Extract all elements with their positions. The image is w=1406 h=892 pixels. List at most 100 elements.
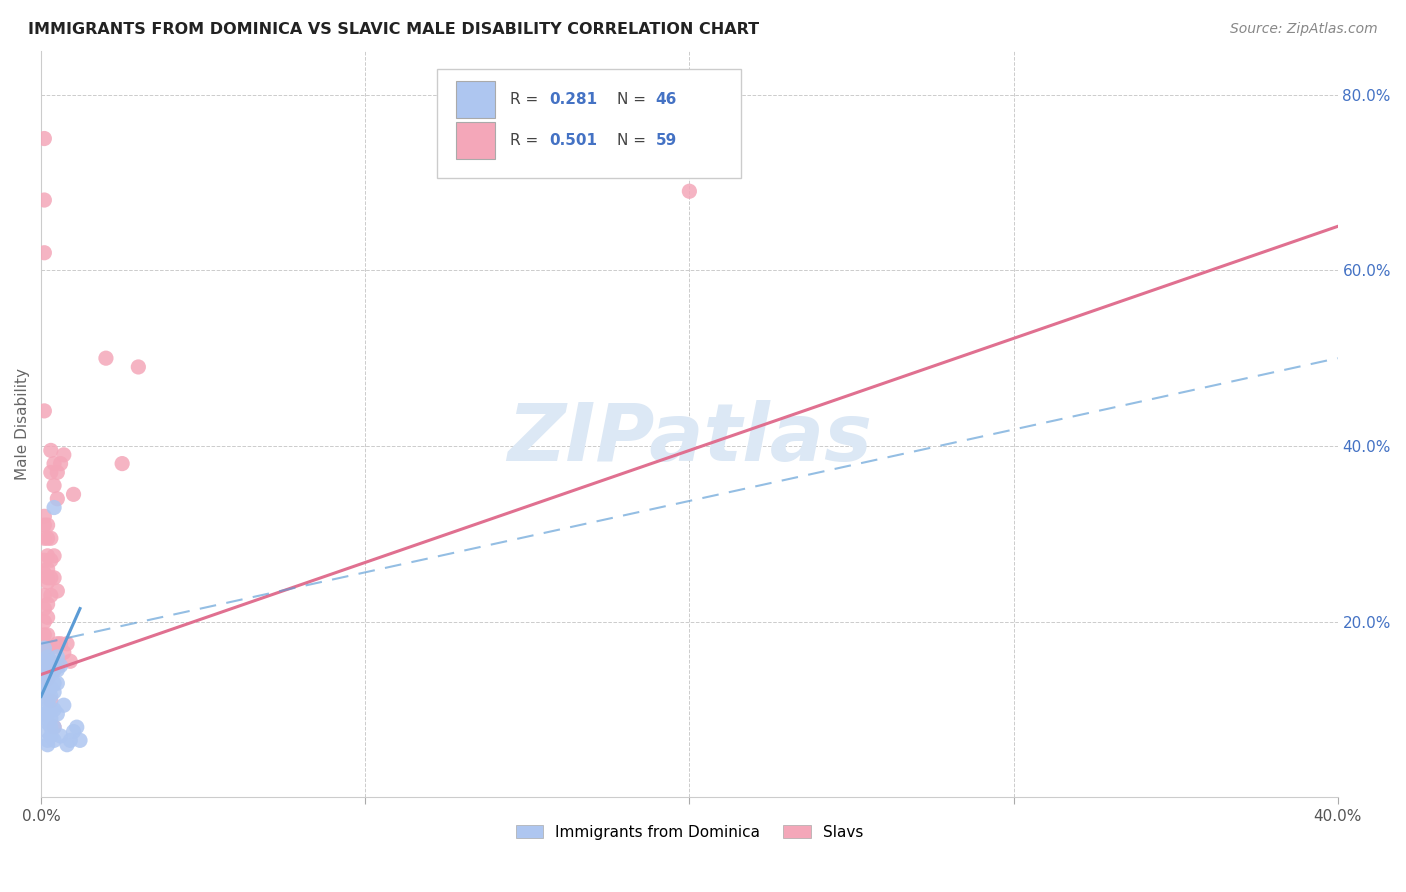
Point (46, 676, 69, 690)
Point (59, 733, 82, 747)
Point (34, 654, 56, 668)
Point (127, 359, 149, 374)
Point (39, 553, 62, 567)
Text: Source: ZipAtlas.com: Source: ZipAtlas.com (1230, 22, 1378, 37)
Text: N =: N = (617, 92, 651, 107)
Point (37, 672, 59, 686)
Point (39, 711, 62, 725)
Point (42, 549, 65, 563)
Point (39, 720, 62, 734)
Point (42, 676, 65, 690)
Point (39, 641, 62, 656)
Point (37, 562, 59, 576)
Point (34, 628, 56, 642)
Text: R =: R = (510, 92, 544, 107)
Point (34, 711, 56, 725)
Point (34, 676, 56, 690)
Point (37, 738, 59, 752)
Point (34, 685, 56, 699)
Point (34, 641, 56, 656)
Point (62, 487, 84, 501)
Point (34, 245, 56, 260)
Point (39, 681, 62, 695)
Point (34, 667, 56, 681)
Point (39, 654, 62, 668)
Point (37, 597, 59, 611)
Point (39, 531, 62, 545)
Point (37, 694, 59, 708)
Point (66, 720, 89, 734)
Point (46, 663, 69, 677)
Point (42, 457, 65, 471)
Point (34, 531, 56, 545)
Point (34, 615, 56, 629)
Point (42, 663, 65, 677)
FancyBboxPatch shape (456, 121, 495, 159)
Point (46, 491, 69, 506)
Point (37, 715, 59, 730)
Point (39, 694, 62, 708)
Point (46, 649, 69, 664)
Point (49, 637, 72, 651)
Point (42, 733, 65, 747)
Point (39, 667, 62, 681)
Point (42, 571, 65, 585)
Point (62, 724, 84, 739)
Point (39, 729, 62, 743)
Legend: Immigrants from Dominica, Slavs: Immigrants from Dominica, Slavs (509, 819, 869, 846)
Point (37, 641, 59, 656)
Text: 59: 59 (655, 133, 676, 148)
Point (42, 720, 65, 734)
Point (39, 703, 62, 717)
Point (39, 690, 62, 704)
Point (52, 448, 75, 462)
Point (34, 588, 56, 602)
Point (39, 654, 62, 668)
Point (49, 658, 72, 673)
Point (42, 703, 65, 717)
Text: 0.281: 0.281 (550, 92, 598, 107)
Point (46, 584, 69, 599)
Point (37, 649, 59, 664)
Point (34, 509, 56, 524)
FancyBboxPatch shape (456, 80, 495, 118)
Point (46, 466, 69, 480)
Point (34, 193, 56, 207)
Point (39, 571, 62, 585)
Point (37, 724, 59, 739)
Point (42, 663, 65, 677)
Point (34, 518, 56, 533)
Point (42, 500, 65, 515)
Point (34, 641, 56, 656)
Text: ZIPatlas: ZIPatlas (508, 400, 872, 478)
Point (56, 738, 79, 752)
Point (46, 637, 69, 651)
Point (37, 663, 59, 677)
Point (34, 601, 56, 615)
Point (46, 658, 69, 673)
Point (34, 706, 56, 721)
Point (56, 637, 79, 651)
Point (69, 733, 91, 747)
Point (39, 443, 62, 458)
Text: 0.501: 0.501 (550, 133, 598, 148)
Point (46, 706, 69, 721)
Y-axis label: Male Disability: Male Disability (15, 368, 30, 480)
Point (52, 698, 75, 713)
Point (34, 703, 56, 717)
Point (39, 588, 62, 602)
Point (37, 733, 59, 747)
Point (31, 658, 53, 673)
Point (37, 649, 59, 664)
Text: IMMIGRANTS FROM DOMINICA VS SLAVIC MALE DISABILITY CORRELATION CHART: IMMIGRANTS FROM DOMINICA VS SLAVIC MALE … (28, 22, 759, 37)
Point (37, 658, 59, 673)
Point (111, 457, 134, 471)
Text: R =: R = (510, 133, 544, 148)
Point (37, 681, 59, 695)
Point (34, 404, 56, 418)
Point (42, 685, 65, 699)
Point (52, 645, 75, 659)
Point (34, 131, 56, 145)
Point (39, 466, 62, 480)
Point (37, 531, 59, 545)
